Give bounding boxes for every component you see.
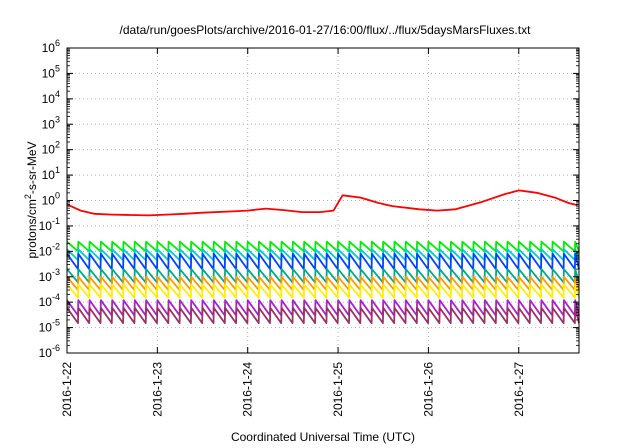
y-tick-label: 10-3 — [39, 267, 60, 284]
x-tick-label: 2016-1-27 — [512, 362, 526, 417]
y-tick-base: 10 — [39, 270, 53, 284]
y-tick-label: 10-4 — [39, 292, 60, 309]
y-tick-exponent: -5 — [52, 318, 60, 328]
y-tick-exponent: 5 — [55, 63, 60, 73]
y-tick-base: 10 — [39, 346, 53, 360]
y-tick-base: 10 — [42, 66, 56, 80]
chart-title: /data/run/goesPlots/archive/2016-01-27/1… — [120, 23, 532, 37]
series-line-3 — [66, 252, 580, 270]
y-tick-exponent: -4 — [52, 292, 60, 302]
y-tick-label: 10-2 — [39, 241, 60, 258]
y-tick-label: 10-1 — [39, 216, 60, 233]
y-axis-label-sup: 2 — [23, 194, 33, 199]
x-tick-label: 2016-1-26 — [421, 362, 435, 417]
series-line-1 — [66, 240, 580, 253]
y-tick-label: 103 — [42, 114, 60, 131]
y-tick-base: 10 — [42, 117, 56, 131]
y-tick-label: 102 — [42, 140, 60, 157]
y-tick-base: 10 — [42, 168, 56, 182]
x-tick-label: 2016-1-25 — [331, 362, 345, 417]
y-tick-label: 10-5 — [39, 318, 60, 335]
series-group — [66, 189, 580, 324]
y-tick-exponent: -1 — [52, 216, 60, 226]
y-tick-base: 10 — [42, 41, 56, 55]
axis-ticks: 10-610-510-410-310-210-11001011021031041… — [39, 38, 579, 417]
y-tick-exponent: 3 — [55, 114, 60, 124]
y-tick-exponent: -2 — [52, 241, 60, 251]
y-tick-base: 10 — [42, 92, 56, 106]
y-tick-exponent: 4 — [55, 89, 60, 99]
series-line-6 — [66, 283, 580, 299]
y-tick-exponent: 2 — [55, 140, 60, 150]
y-tick-base: 10 — [42, 194, 56, 208]
series-line-0 — [66, 189, 578, 217]
y-tick-label: 106 — [42, 38, 60, 55]
y-tick-exponent: -6 — [52, 343, 60, 353]
y-tick-label: 104 — [42, 89, 60, 106]
y-tick-label: 101 — [42, 165, 60, 182]
y-tick-base: 10 — [39, 244, 53, 258]
series-line-8 — [66, 306, 580, 324]
x-axis-label: Coordinated Universal Time (UTC) — [231, 430, 415, 444]
y-axis-label-rest: -s-sr-MeV — [25, 141, 39, 194]
y-axis-label-main: protons/cm — [25, 199, 39, 258]
y-tick-exponent: 0 — [55, 191, 60, 201]
y-tick-base: 10 — [39, 321, 53, 335]
y-tick-exponent: 6 — [55, 38, 60, 48]
y-tick-base: 10 — [39, 295, 53, 309]
y-tick-exponent: -3 — [52, 267, 60, 277]
y-tick-label: 100 — [42, 191, 60, 208]
grid — [67, 48, 579, 353]
series-line-4 — [66, 268, 580, 284]
y-tick-base: 10 — [42, 143, 56, 157]
y-tick-label: 10-6 — [39, 343, 60, 360]
y-tick-label: 105 — [42, 63, 60, 80]
x-tick-label: 2016-1-22 — [60, 362, 74, 417]
x-tick-label: 2016-1-24 — [241, 362, 255, 417]
x-tick-label: 2016-1-23 — [150, 362, 164, 417]
y-tick-base: 10 — [39, 219, 53, 233]
y-tick-exponent: 1 — [55, 165, 60, 175]
y-axis-label: protons/cm2-s-sr-MeV — [23, 141, 39, 258]
